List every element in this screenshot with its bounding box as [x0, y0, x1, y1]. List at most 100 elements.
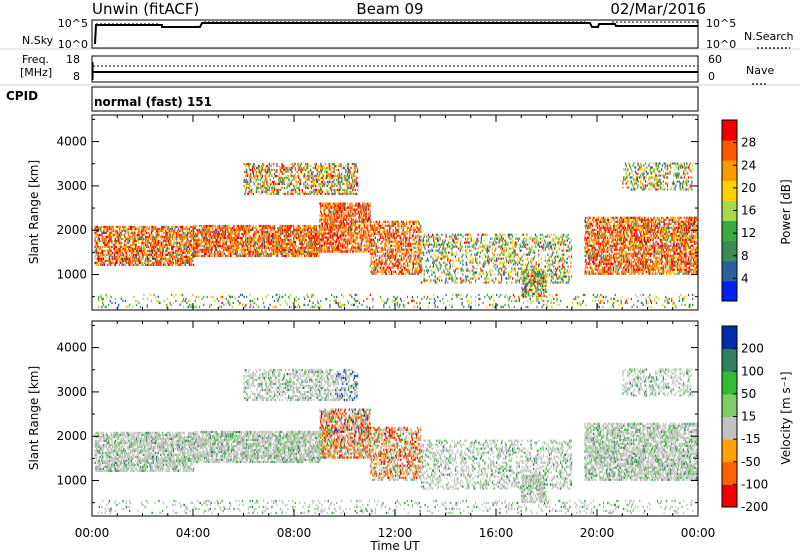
- echo-cell: [382, 258, 384, 261]
- echo-cell: [203, 250, 206, 254]
- echo-cell: [323, 248, 325, 251]
- echo-cell: [194, 252, 196, 256]
- echo-cell: [204, 246, 207, 250]
- echo-cell: [322, 202, 324, 205]
- echo-cell: [310, 242, 312, 246]
- echo-cell: [278, 164, 281, 168]
- echo-cell: [395, 270, 397, 273]
- echo-cell: [253, 226, 255, 230]
- echo-cell: [261, 236, 263, 240]
- echo-cell: [323, 164, 325, 168]
- echo-cell: [267, 236, 269, 240]
- echo-cell: [172, 263, 174, 266]
- echo-cell: [395, 226, 397, 229]
- echo-cell: [101, 231, 103, 235]
- echo-cell: [183, 245, 185, 248]
- echo-cell: [252, 170, 255, 174]
- echo-cell: [262, 190, 264, 194]
- echo-cell: [265, 174, 267, 178]
- echo-cell: [210, 240, 212, 244]
- echo-cell: [365, 250, 367, 253]
- echo-cell: [365, 216, 367, 219]
- echo-cell: [266, 254, 268, 258]
- echo-cell: [351, 190, 353, 194]
- echo-cell: [192, 235, 194, 239]
- echo-cell: [129, 245, 132, 248]
- echo-cell: [266, 192, 268, 196]
- echo-cell: [193, 263, 195, 266]
- echo-cell: [145, 239, 147, 243]
- echo-cell: [108, 249, 110, 252]
- echo-cell: [373, 238, 375, 241]
- echo-cell: [376, 246, 378, 249]
- echo-cell: [315, 188, 318, 192]
- echo-cell: [336, 214, 338, 217]
- echo-cell: [161, 259, 163, 262]
- echo-cell: [164, 251, 166, 254]
- echo-cell: [332, 210, 334, 213]
- echo-cell: [200, 242, 202, 246]
- echo-cell: [315, 176, 318, 180]
- echo-cell: [108, 235, 111, 239]
- echo-cell: [181, 235, 183, 239]
- echo-cell: [296, 252, 298, 256]
- echo-cell: [198, 244, 200, 248]
- echo-cell: [196, 244, 198, 248]
- echo-cell: [341, 214, 343, 217]
- echo-cell: [229, 238, 231, 242]
- echo-cell: [330, 218, 332, 221]
- echo-cell: [320, 182, 322, 186]
- echo-cell: [182, 235, 184, 239]
- echo-cell: [390, 270, 393, 273]
- echo-cell: [326, 244, 328, 247]
- echo-cell: [326, 236, 328, 239]
- echo-cell: [326, 206, 329, 209]
- echo-cell: [133, 235, 135, 239]
- echo-cell: [123, 255, 125, 258]
- echo-cell: [187, 225, 189, 229]
- echo-cell: [193, 238, 195, 242]
- echo-cell: [316, 242, 318, 246]
- echo-cell: [344, 190, 346, 194]
- echo-cell: [177, 257, 179, 260]
- echo-cell: [154, 239, 156, 243]
- echo-cell: [312, 174, 314, 178]
- echo-cell: [110, 239, 112, 243]
- echo-cell: [336, 204, 339, 207]
- echo-cell: [134, 259, 136, 262]
- echo-cell: [223, 246, 225, 250]
- echo-cell: [291, 248, 293, 252]
- echo-cell: [322, 236, 324, 239]
- echo-cell: [311, 236, 313, 240]
- echo-cell: [127, 239, 129, 243]
- echo-cell: [264, 180, 266, 184]
- echo-cell: [307, 228, 309, 232]
- echo-cell: [163, 257, 165, 260]
- echo-cell: [237, 226, 239, 230]
- echo-cell: [125, 257, 127, 260]
- echo-cell: [230, 246, 232, 250]
- echo-cell: [337, 168, 340, 172]
- echo-cell: [283, 176, 286, 180]
- echo-cell: [362, 212, 364, 215]
- echo-cell: [193, 250, 195, 254]
- echo-cell: [202, 240, 204, 244]
- echo-cell: [357, 188, 359, 192]
- echo-cell: [151, 255, 154, 258]
- echo-cell: [110, 231, 112, 235]
- echo-cell: [321, 226, 324, 229]
- echo-cell: [108, 247, 111, 250]
- echo-cell: [118, 255, 120, 258]
- echo-cell: [384, 252, 387, 255]
- echo-cell: [107, 249, 109, 252]
- echo-cell: [336, 246, 338, 249]
- echo-cell: [134, 239, 137, 243]
- echo-cell: [325, 242, 327, 245]
- echo-cell: [153, 235, 155, 239]
- echo-cell: [365, 212, 367, 215]
- echo-cell: [125, 245, 127, 248]
- echo-cell: [195, 254, 197, 258]
- echo-cell: [305, 224, 308, 228]
- echo-cell: [241, 246, 243, 250]
- echo-cell: [107, 225, 109, 229]
